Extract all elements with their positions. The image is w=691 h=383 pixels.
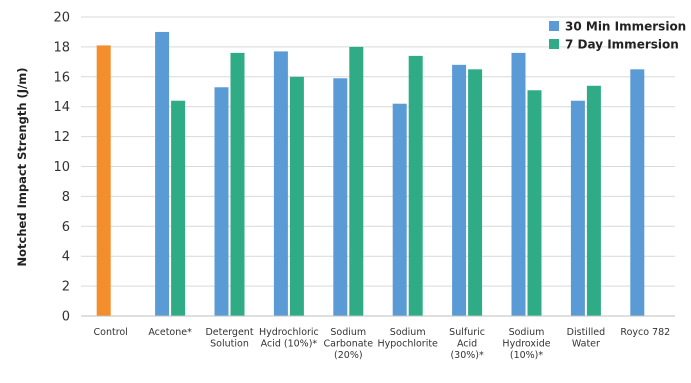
y-tick-label: 8 bbox=[62, 190, 70, 205]
bar-7-day-immersion bbox=[171, 100, 186, 316]
x-category-label: Acetone* bbox=[148, 327, 192, 338]
bar-7-day-immersion bbox=[408, 55, 423, 317]
x-category-label: Sodium Hydroxide (10%)* bbox=[502, 327, 550, 361]
bar-30-min-immersion bbox=[570, 100, 585, 316]
legend-swatch bbox=[549, 39, 559, 49]
legend-label: 30 Min Immersion bbox=[565, 20, 686, 34]
y-tick-label: 12 bbox=[53, 130, 70, 145]
x-category-label: Hydrochloric Acid (10%)* bbox=[259, 327, 319, 350]
bar-30-min-immersion bbox=[155, 31, 170, 316]
x-category-label: Sodium Hypochlorite bbox=[377, 327, 438, 350]
bar-control bbox=[96, 45, 111, 316]
legend: 30 Min Immersion 7 Day Immersion bbox=[549, 20, 686, 52]
bar-7-day-immersion bbox=[349, 46, 364, 317]
bar-7-day-immersion bbox=[230, 52, 245, 316]
bar-30-min-immersion bbox=[511, 52, 526, 316]
y-tick-label: 0 bbox=[62, 310, 70, 325]
gridlines bbox=[81, 16, 675, 287]
x-category-label: Sulfuric Acid (30%)* bbox=[449, 327, 485, 361]
x-category-label: Sodium Carbonate (20%) bbox=[323, 327, 373, 361]
legend-label: 7 Day Immersion bbox=[565, 38, 679, 52]
bar-30-min-immersion bbox=[214, 87, 229, 316]
legend-swatch bbox=[549, 21, 559, 31]
y-axis-tick-labels: 0 2 4 6 8 10 12 14 16 18 20 bbox=[53, 11, 70, 325]
bar-30-min-immersion bbox=[630, 69, 645, 316]
x-category-label: Detergent Solution bbox=[205, 327, 253, 350]
bar-7-day-immersion bbox=[527, 90, 542, 316]
y-tick-label: 14 bbox=[53, 100, 70, 115]
y-tick-label: 4 bbox=[62, 250, 70, 265]
bar-7-day-immersion bbox=[468, 69, 483, 316]
y-axis-title: Notched Impact Strength (J/m) bbox=[15, 68, 29, 267]
bar-30-min-immersion bbox=[333, 78, 348, 316]
bar-7-day-immersion bbox=[586, 85, 601, 317]
y-tick-label: 2 bbox=[62, 280, 70, 295]
bar-30-min-immersion bbox=[273, 51, 288, 316]
y-tick-label: 6 bbox=[62, 220, 70, 235]
bar-30-min-immersion bbox=[392, 103, 407, 317]
y-tick-label: 20 bbox=[53, 11, 70, 26]
y-tick-label: 10 bbox=[53, 160, 70, 175]
x-category-label: Control bbox=[94, 327, 128, 338]
x-axis-category-labels: Control Acetone* Detergent Solution Hydrochl… bbox=[94, 327, 671, 361]
y-tick-label: 18 bbox=[53, 40, 70, 55]
bar-30-min-immersion bbox=[452, 64, 467, 316]
bar-7-day-immersion bbox=[289, 76, 304, 316]
y-tick-label: 16 bbox=[53, 70, 70, 85]
x-category-label: Royco 782 bbox=[620, 327, 670, 338]
x-category-label: Distilled Water bbox=[567, 327, 605, 350]
bars bbox=[96, 31, 645, 317]
